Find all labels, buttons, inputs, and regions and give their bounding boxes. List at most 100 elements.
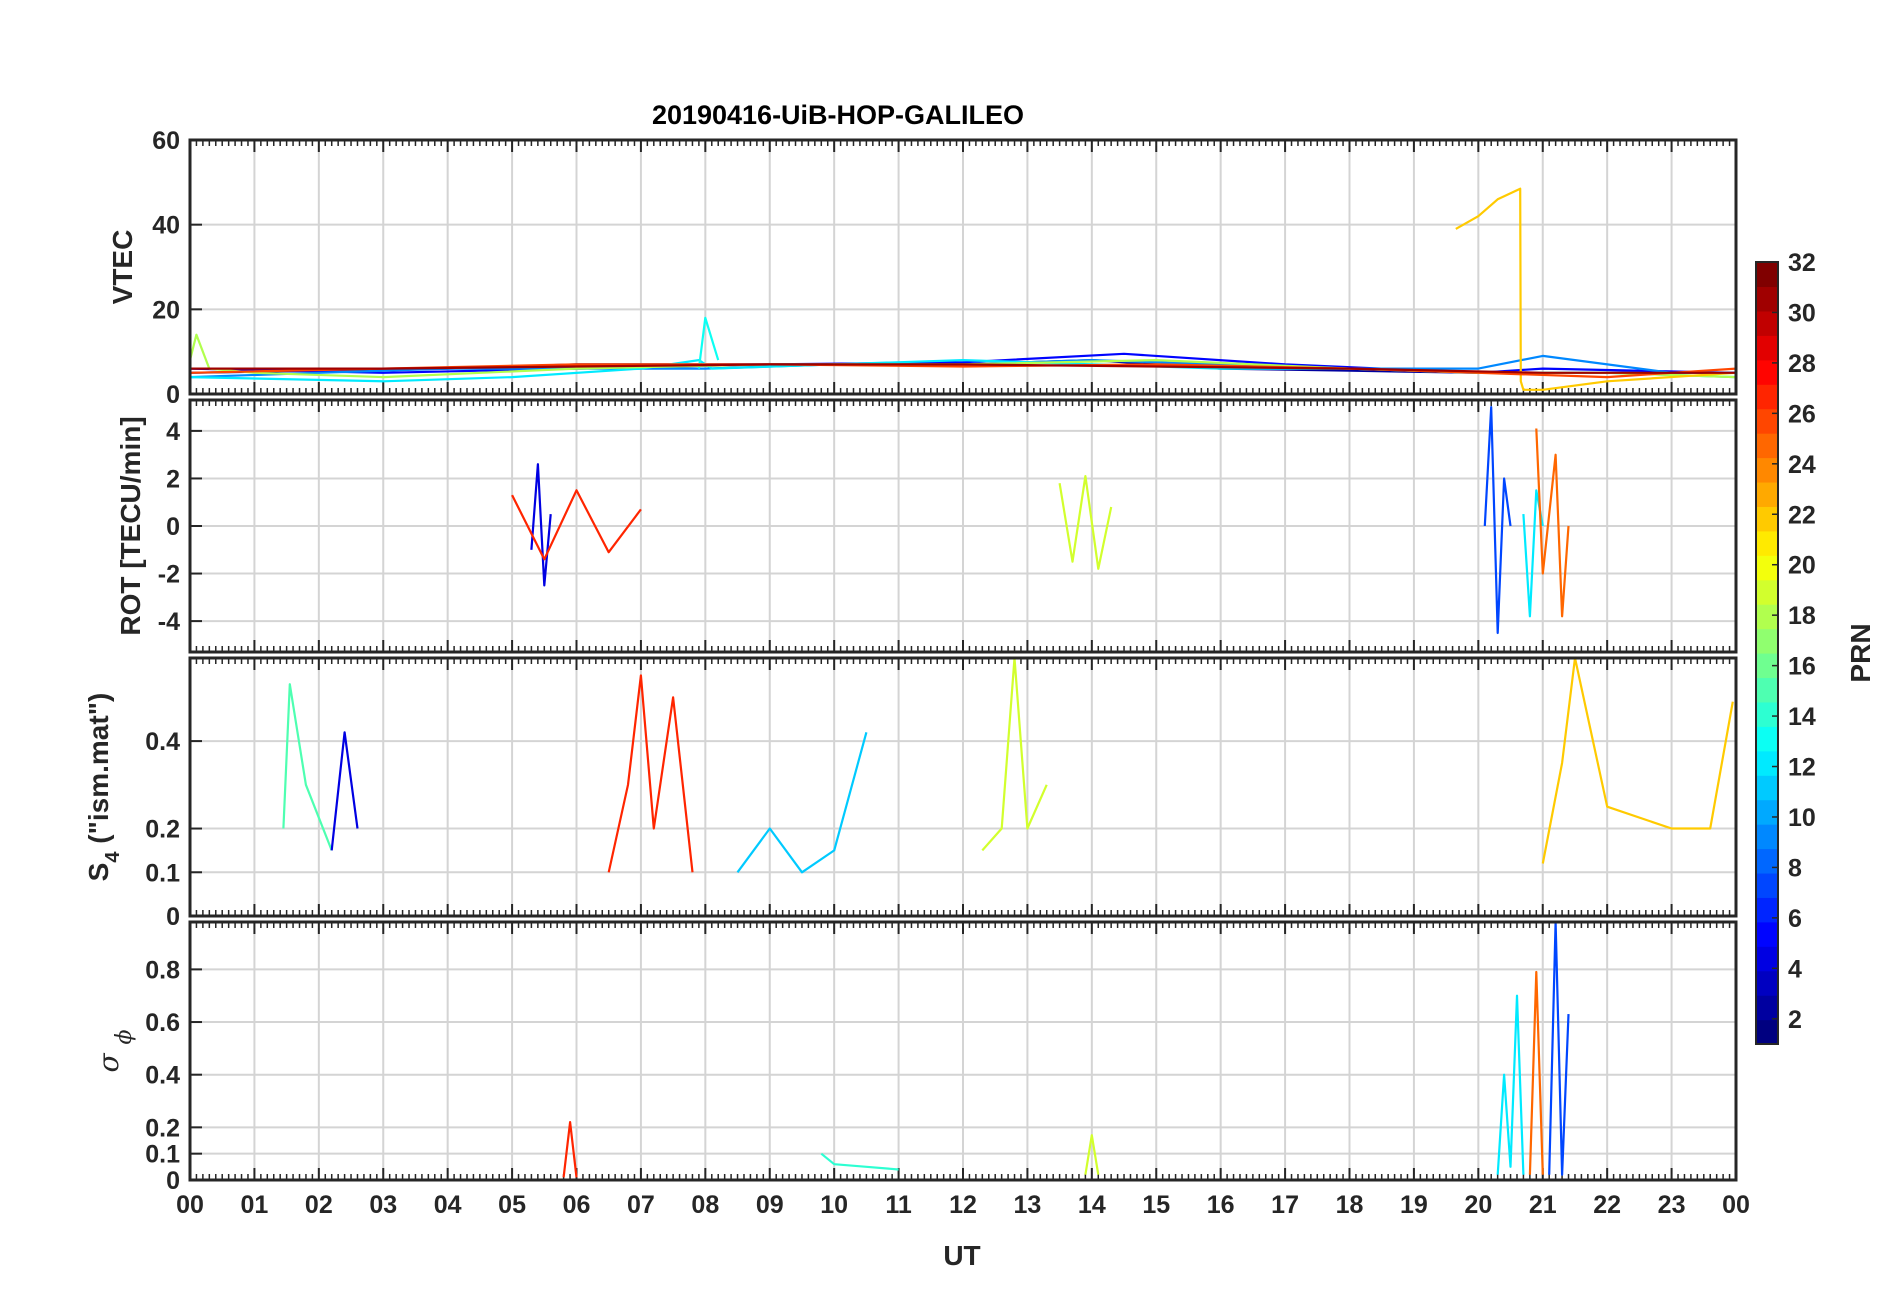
- x-tick-label: 15: [1142, 1191, 1170, 1219]
- y-tick-label: 20: [152, 296, 180, 324]
- colorbar-swatch: [1756, 384, 1778, 410]
- series-line-vtec-prn5: [190, 352, 1736, 374]
- colorbar-tick-label: 2: [1788, 1006, 1802, 1034]
- y-tick-label: 0: [166, 903, 180, 931]
- series-line-sigma_phi-prn27: [562, 1120, 578, 1178]
- x-tick-label: 01: [241, 1191, 269, 1219]
- y-axis-label: σ ϕ: [92, 1029, 137, 1072]
- colorbar-swatch: [1756, 506, 1778, 532]
- colorbar-swatch: [1756, 1019, 1778, 1045]
- colorbar-swatch: [1756, 872, 1778, 898]
- colorbar-tick-label: 26: [1788, 400, 1816, 428]
- colorbar-label: PRN: [1845, 623, 1876, 682]
- colorbar-swatch: [1756, 335, 1778, 361]
- x-tick-label: 14: [1078, 1191, 1106, 1219]
- colorbar-tick-label: 24: [1788, 451, 1816, 479]
- y-tick-label: 0.1: [145, 859, 180, 887]
- series-line-s4-prn19: [981, 658, 1048, 852]
- y-tick-label: -4: [158, 608, 180, 636]
- colorbar-tick-label: 20: [1788, 552, 1816, 580]
- x-tick-label: 10: [820, 1191, 848, 1219]
- y-tick-label: 0.6: [145, 1009, 180, 1037]
- y-axis-label: S4 ("ism.mat"): [83, 693, 124, 882]
- colorbar-tick-label: 30: [1788, 299, 1816, 327]
- colorbar-swatch: [1756, 433, 1778, 459]
- y-tick-label: 0.8: [145, 956, 180, 984]
- x-tick-label: 09: [756, 1191, 784, 1219]
- colorbar-swatch: [1756, 897, 1778, 923]
- y-tick-label: 0: [166, 381, 180, 409]
- series-line-s4-prn4: [330, 731, 359, 851]
- x-tick-label: 07: [627, 1191, 655, 1219]
- series-line-rot-prn25: [1535, 428, 1570, 618]
- series-line-rot-prn27: [511, 489, 642, 561]
- x-tick-label: 19: [1400, 1191, 1428, 1219]
- x-tick-label: 03: [369, 1191, 397, 1219]
- y-axis-label: VTEC: [107, 230, 138, 305]
- colorbar-swatch: [1756, 359, 1778, 385]
- x-tick-label: 08: [691, 1191, 719, 1219]
- plot-frame: [188, 920, 1738, 1182]
- colorbar-frame: [1755, 261, 1779, 1045]
- colorbar-swatch: [1756, 555, 1778, 581]
- colorbar-swatch: [1756, 579, 1778, 605]
- y-tick-label: 0.1: [145, 1141, 180, 1169]
- colorbar-tick-label: 12: [1788, 754, 1816, 782]
- colorbar-tick-label: 22: [1788, 501, 1816, 529]
- colorbar-swatch: [1756, 286, 1778, 312]
- series-line-sigma_phi-prn7: [1548, 922, 1570, 1176]
- y-tick-label: 0: [166, 513, 180, 541]
- y-axis-label: ROT [TECU/min]: [115, 416, 146, 635]
- colorbar-tick-label: 18: [1788, 602, 1816, 630]
- colorbar-tick-label: 14: [1788, 703, 1816, 731]
- colorbar-swatch: [1756, 457, 1778, 483]
- panel-s4: 0 0.1 0.2 0.4 S4 ("ism.mat"): [83, 656, 1738, 931]
- colorbar-swatch: [1756, 726, 1778, 752]
- colorbar-swatch: [1756, 921, 1778, 947]
- colorbar-swatch: [1756, 970, 1778, 996]
- series-line-s4-prn22: [1541, 658, 1734, 864]
- x-tick-label: 22: [1593, 1191, 1621, 1219]
- series-line-vtec-prn13: [697, 316, 720, 369]
- series-line-s4-prn27: [607, 674, 694, 873]
- colorbar-swatch: [1756, 262, 1778, 288]
- y-tick-label: 60: [152, 127, 180, 155]
- x-tick-label: 00: [176, 1191, 204, 1219]
- x-axis: 00 01 02 03 04 05 06 07 08 09 10 11 12 13 14 15 16 17 18 19…: [176, 1191, 1750, 1219]
- colorbar-swatch: [1756, 946, 1778, 972]
- y-tick-label: 4: [166, 418, 180, 446]
- x-tick-label: 17: [1271, 1191, 1299, 1219]
- series-line-sigma_phi-prn19: [1084, 1134, 1100, 1175]
- panel-rot: -4 -2 0 2 4 ROT [TECU/min]: [115, 398, 1738, 654]
- colorbar-swatch: [1756, 628, 1778, 654]
- colorbar-swatch: [1756, 995, 1778, 1021]
- plot-frame: [188, 656, 1738, 918]
- colorbar-swatch: [1756, 799, 1778, 825]
- colorbar-swatch: [1756, 481, 1778, 507]
- y-tick-label: 0.2: [145, 1114, 180, 1142]
- colorbar-tick-label: 10: [1788, 804, 1816, 832]
- series-line-sigma_phi-prn14: [820, 1152, 899, 1171]
- x-axis-label: UT: [943, 1240, 980, 1271]
- colorbar-swatch: [1756, 604, 1778, 630]
- plot-frame: [188, 138, 1738, 396]
- x-tick-label: 18: [1336, 1191, 1364, 1219]
- y-tick-label: 0: [166, 1167, 180, 1195]
- series-line-vtec-prn22: [1455, 187, 1736, 391]
- series-line-rot-prn7: [1483, 406, 1512, 635]
- series-line-s4-prn11: [736, 732, 868, 874]
- colorbar-swatch: [1756, 530, 1778, 556]
- colorbar-swatch: [1756, 775, 1778, 801]
- y-tick-label: 0.4: [145, 1062, 180, 1090]
- series-line-vtec-prn31: [190, 363, 1736, 374]
- colorbar-swatch: [1756, 310, 1778, 336]
- colorbar-swatch: [1756, 408, 1778, 434]
- x-tick-label: 00: [1722, 1191, 1750, 1219]
- colorbar-tick-label: 6: [1788, 905, 1802, 933]
- y-tick-label: 40: [152, 212, 180, 240]
- colorbar-tick-label: 32: [1788, 249, 1816, 277]
- x-tick-label: 05: [498, 1191, 526, 1219]
- series-group: [562, 922, 1570, 1178]
- plot-frame: [188, 398, 1738, 654]
